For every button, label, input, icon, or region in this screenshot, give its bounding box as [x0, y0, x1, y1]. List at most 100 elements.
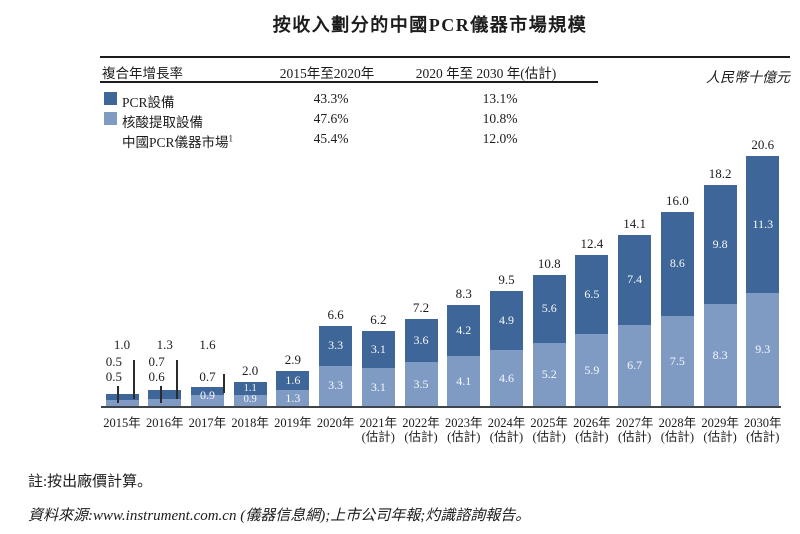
bar-total-label: 18.2 — [708, 166, 732, 182]
bar-segment-nucleic-acid-extraction — [148, 398, 182, 406]
bar-segment-nucleic-acid-extraction — [746, 293, 780, 406]
bar-total-label: 7.2 — [412, 299, 430, 315]
bar-segment-pcr-equipment — [276, 370, 310, 391]
table-top-rule — [100, 56, 790, 58]
segment-value-label: 5.2 — [541, 366, 557, 381]
x-axis-label: 2028年 — [658, 416, 697, 430]
segment-value-label: 4.6 — [498, 370, 514, 385]
bar-segment-pcr-equipment — [105, 393, 139, 400]
bar-total-label: 8.3 — [455, 286, 472, 302]
bar-segment-nucleic-acid-extraction — [404, 362, 438, 406]
segment-value-label: 4.9 — [498, 312, 514, 327]
bar-segment-pcr-equipment — [319, 325, 353, 366]
bar-segment-nucleic-acid-extraction — [361, 368, 395, 406]
bar-total-label: 20.6 — [751, 136, 775, 152]
segment-value-label: 1.3 — [285, 390, 301, 405]
x-axis-label-estimated: (估計) — [404, 430, 438, 444]
footnote-superscript: 1 — [228, 133, 234, 144]
bar-total-label: 6.2 — [370, 311, 387, 327]
bar-segment-pcr-equipment — [575, 255, 609, 335]
bar-segment-nucleic-acid-extraction — [190, 395, 224, 406]
bar-segment-nucleic-acid-extraction — [532, 342, 566, 406]
segment-value-label: 3.6 — [413, 332, 429, 347]
segment-value-label: 9.3 — [755, 342, 771, 357]
nucleic-acid-extraction-swatch-icon — [104, 112, 117, 125]
segment-value-label: 0.9 — [243, 394, 257, 406]
bar-total-label: 12.4 — [580, 236, 604, 252]
x-axis-label: 2021年 — [359, 416, 398, 430]
bar-segment-pcr-equipment — [148, 390, 182, 399]
segment-value-label: 1.1 — [243, 382, 257, 394]
x-axis-label: 2022年 — [402, 416, 440, 430]
cagr-value-period2: 10.8% — [482, 111, 518, 126]
bar-total-label: 14.1 — [623, 215, 646, 231]
bar-segment-pcr-equipment — [660, 211, 694, 317]
cagr-value-period2: 13.1% — [482, 91, 518, 106]
bar-segment-pcr-equipment — [361, 330, 395, 369]
bar-segment-pcr-equipment — [233, 381, 267, 396]
bar-segment-nucleic-acid-extraction — [233, 395, 267, 406]
segment-value-label: 3.3 — [328, 338, 344, 353]
segment-value-label: 7.5 — [669, 353, 685, 368]
bar-total-label: 1.0 — [113, 337, 131, 352]
legend-label: 中國PCR儀器市場1 — [122, 133, 234, 151]
segment-value-label: 0.5 — [105, 354, 122, 369]
x-axis-label: 2029年 — [701, 416, 739, 430]
legend-row-nucleic-acid-extraction: 核酸提取設備 47.6% 10.8% — [0, 111, 800, 130]
bar-segment-pcr-equipment — [746, 155, 780, 294]
bar-segment-nucleic-acid-extraction — [276, 390, 310, 406]
x-axis-label-estimated: (估計) — [703, 430, 737, 444]
bar-segment-pcr-equipment — [447, 305, 481, 357]
cagr-header-period2: 2020 年至 2030 年(估計) — [415, 66, 557, 81]
cagr-header-label: 複合年增長率 — [102, 66, 183, 81]
legend-label: 核酸提取設備 — [122, 115, 203, 130]
bar-total-label: 2.0 — [242, 362, 259, 378]
bar-segment-pcr-equipment — [618, 234, 652, 325]
x-axis-label-estimated: (估計) — [575, 430, 609, 444]
cagr-value-period1: 47.6% — [313, 111, 349, 126]
bar-segment-nucleic-acid-extraction — [489, 350, 523, 406]
bar-total-label: 1.6 — [199, 337, 216, 352]
cagr-value-period1: 43.3% — [313, 91, 349, 106]
leader-line — [175, 360, 178, 399]
x-axis-label-estimated: (估計) — [532, 430, 566, 444]
leader-line — [133, 360, 135, 399]
bar-segment-nucleic-acid-extraction — [618, 324, 652, 406]
bar-segment-nucleic-acid-extraction — [660, 316, 694, 406]
x-axis-label-estimated: (估計) — [361, 430, 395, 444]
bar-total-label: 9.5 — [498, 271, 515, 287]
x-axis-label-estimated: (估計) — [660, 430, 695, 444]
source-note: 資料來源:www.instrument.com.cn (儀器信息網);上市公司年… — [28, 508, 531, 524]
x-axis-label: 2017年 — [188, 416, 227, 430]
segment-value-label: 6.5 — [584, 287, 600, 302]
bar-segment-nucleic-acid-extraction — [703, 304, 737, 406]
segment-value-label: 5.6 — [541, 301, 557, 316]
leader-line — [159, 386, 162, 403]
segment-value-label: 4.1 — [456, 373, 472, 388]
x-axis-label: 2020年 — [316, 416, 355, 430]
x-axis-label: 2026年 — [573, 416, 611, 430]
segment-value-label: 8.6 — [669, 256, 685, 271]
segment-value-label: 4.2 — [456, 323, 472, 338]
bar-segment-nucleic-acid-extraction — [319, 365, 353, 406]
x-axis-label: 2023年 — [444, 416, 483, 430]
bar-segment-pcr-equipment — [489, 290, 523, 351]
x-axis-label-estimated: (估計) — [746, 430, 780, 444]
footnote: 註:按出廠價計算。 — [28, 474, 153, 490]
segment-value-label: 3.1 — [370, 342, 386, 357]
bar-segment-pcr-equipment — [532, 274, 566, 343]
bar-segment-pcr-equipment — [404, 318, 438, 363]
segment-value-label: 0.5 — [105, 369, 122, 384]
x-axis-label-estimated: (估計) — [617, 430, 652, 444]
legend-label: PCR設備 — [122, 95, 175, 110]
segment-value-label: 1.6 — [285, 373, 301, 387]
legend-row-pcr-equipment: PCR設備 43.3% 13.1% — [0, 91, 800, 110]
x-axis-label: 2016年 — [145, 416, 184, 430]
cagr-value-period2: 12.0% — [482, 131, 518, 146]
leader-line — [117, 386, 119, 403]
bar-total-label: 6.6 — [327, 306, 344, 322]
x-axis-line — [101, 406, 781, 408]
x-axis-label: 2027年 — [615, 416, 654, 430]
